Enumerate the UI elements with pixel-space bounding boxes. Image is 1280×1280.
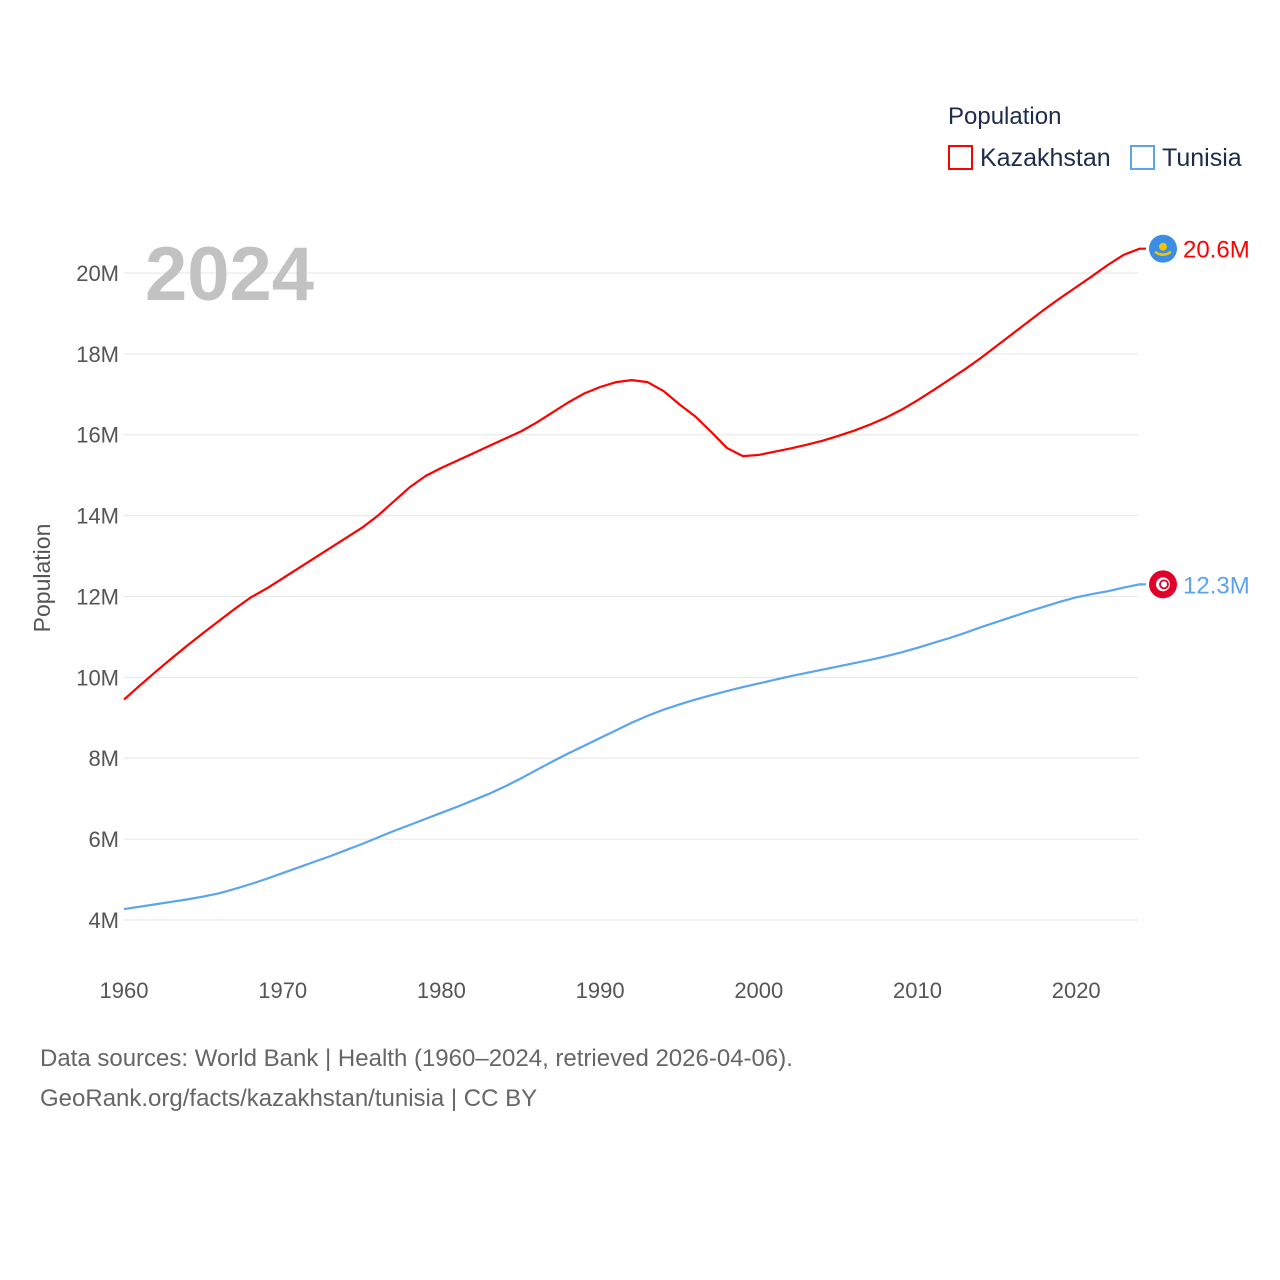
y-tick-label: 20M — [76, 261, 119, 286]
x-tick-label: 1970 — [258, 978, 307, 1003]
data-source-text: Data sources: World Bank | Health (1960–… — [40, 1045, 793, 1072]
y-axis-label: Population — [29, 524, 55, 633]
y-tick-label: 4M — [88, 908, 119, 933]
y-tick-label: 6M — [88, 827, 119, 852]
y-tick-label: 10M — [76, 665, 119, 690]
end-label-kazakhstan: 20.6M — [1183, 237, 1250, 264]
flag-crescent — [1159, 579, 1169, 590]
legend-swatch-kazakhstan — [948, 145, 973, 170]
legend-swatch-tunisia — [1130, 145, 1155, 170]
flag-eagle — [1154, 250, 1172, 256]
series-line-tunisia — [123, 583, 1146, 911]
y-tick-label: 14M — [76, 504, 119, 529]
legend-label-kazakhstan: Kazakhstan — [980, 144, 1111, 172]
legend-title: Population — [948, 103, 1061, 130]
flag-sun — [1159, 242, 1167, 251]
y-tick-label: 8M — [88, 746, 119, 771]
y-tick-label: 16M — [76, 423, 119, 448]
x-tick-label: 1960 — [100, 978, 149, 1003]
year-label: 2024 — [145, 232, 314, 317]
y-tick-label: 18M — [76, 342, 119, 367]
x-tick-label: 2010 — [893, 978, 942, 1003]
attribution-link[interactable]: GeoRank.org/facts/kazakhstan/tunisia | C… — [40, 1085, 538, 1112]
x-tick-label: 1980 — [417, 978, 466, 1003]
legend-label-tunisia: Tunisia — [1162, 144, 1242, 172]
end-label-tunisia: 12.3M — [1183, 572, 1250, 599]
series-line-kazakhstan — [123, 247, 1146, 701]
y-tick-label: 12M — [76, 584, 119, 609]
x-tick-label: 2020 — [1052, 978, 1101, 1003]
x-tick-label: 1990 — [576, 978, 625, 1003]
x-tick-label: 2000 — [734, 978, 783, 1003]
